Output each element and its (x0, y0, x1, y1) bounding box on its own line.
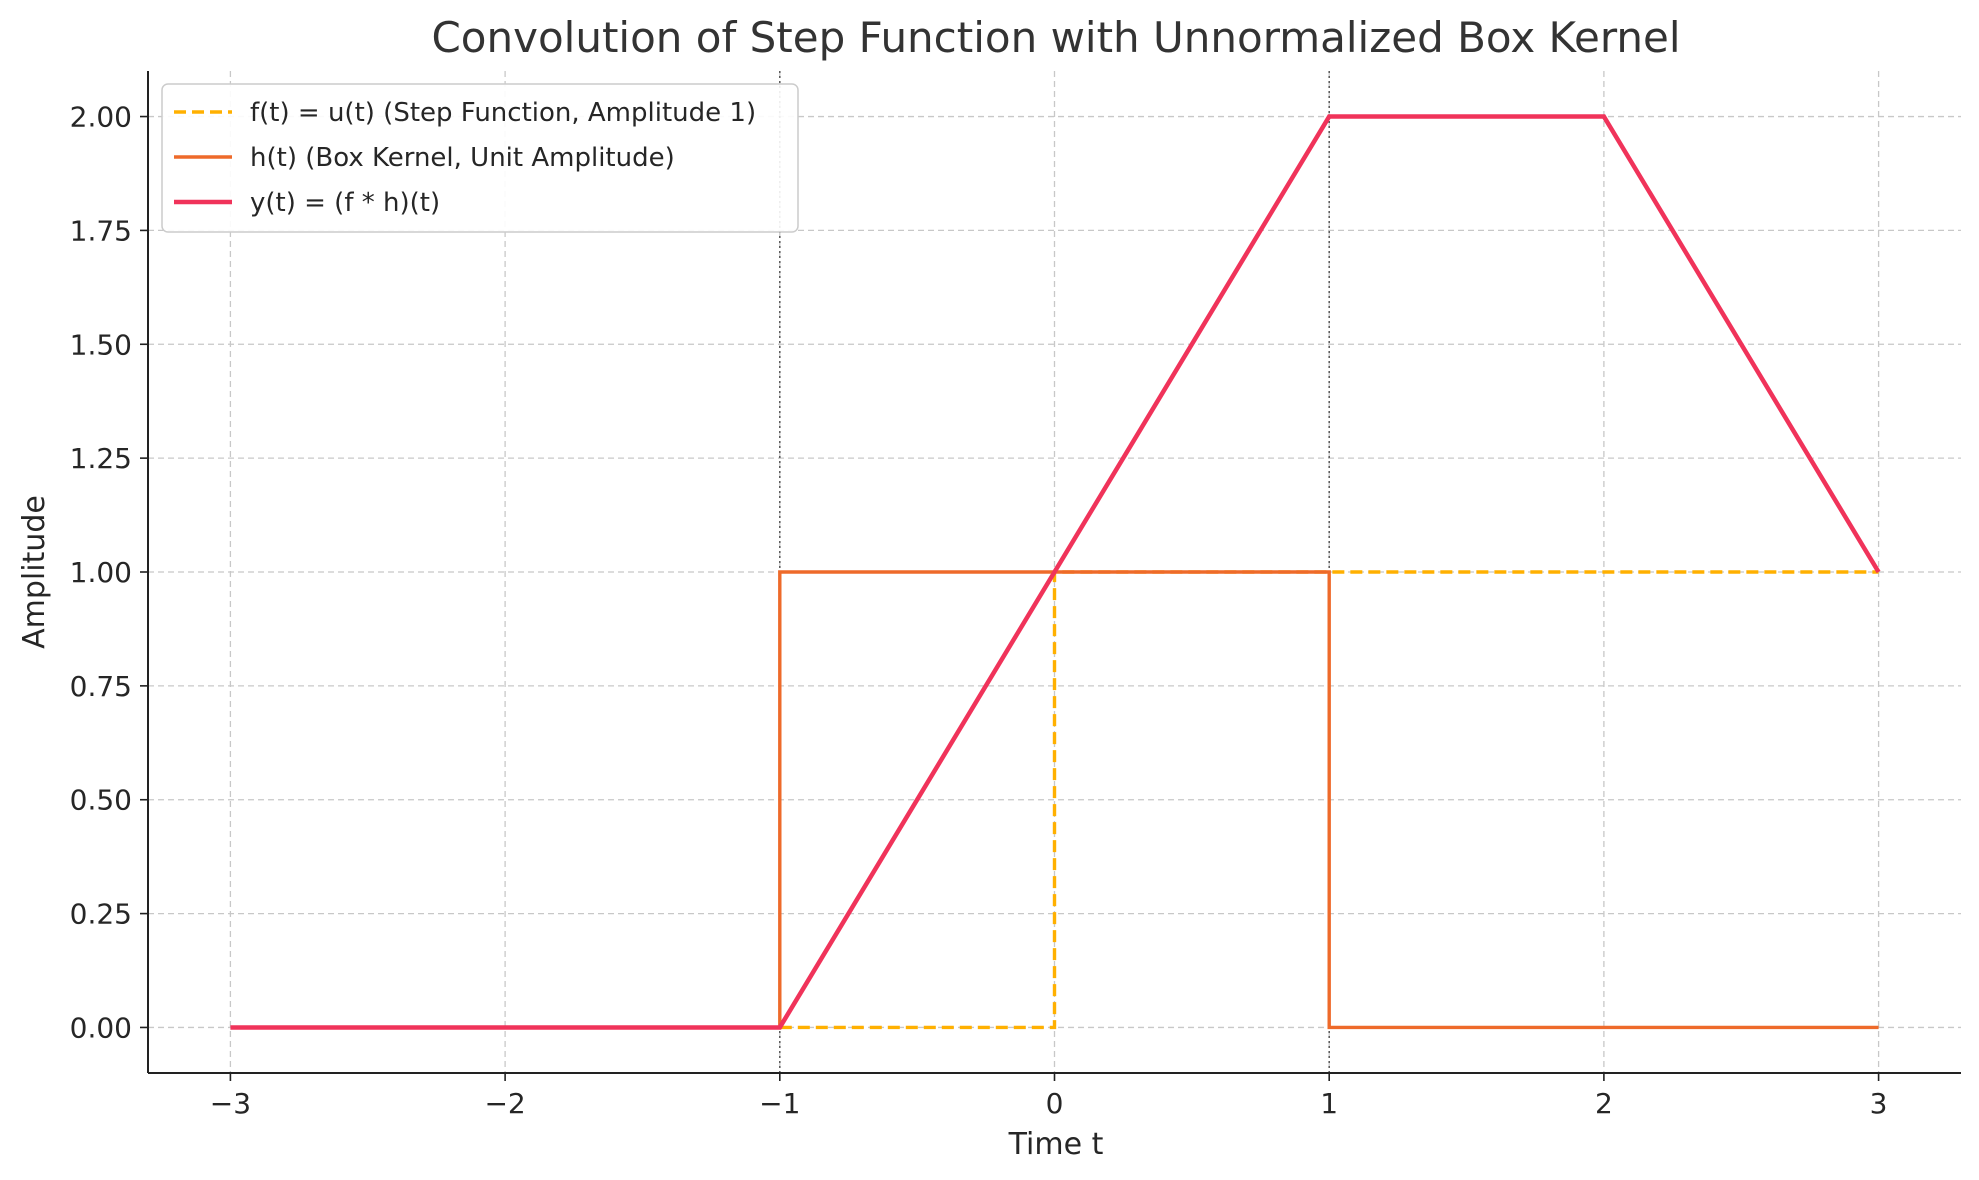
legend-label-2: y(t) = (f * h)(t) (250, 188, 440, 218)
x-tick-label-4: 1 (1320, 1087, 1338, 1120)
x-axis-title: Time t (1008, 1127, 1104, 1162)
tick-labels: −3 −2 −1 0 1 2 3 0.00 0.25 0.50 0.75 1.00 1.25 1.50 1.… (70, 101, 1888, 1120)
legend-label-1: h(t) (Box Kernel, Unit Amplitude) (250, 143, 675, 173)
y-tick-label-0: 0.00 (70, 1011, 132, 1044)
y-tick-label-3: 0.75 (70, 670, 132, 703)
x-tick-label-3: 0 (1046, 1087, 1064, 1120)
legend: f(t) = u(t) (Step Function, Amplitude 1)… (161, 83, 799, 233)
x-tick-label-5: 2 (1595, 1087, 1613, 1120)
y-tick-label-1: 0.25 (70, 898, 132, 931)
x-tick-label-6: 3 (1870, 1087, 1888, 1120)
x-tick-label-1: −2 (484, 1087, 525, 1120)
chart-title: Convolution of Step Function with Unnorm… (431, 13, 1680, 62)
y-tick-label-2: 0.50 (70, 784, 132, 817)
legend-box (161, 83, 799, 233)
x-tick-label-2: −1 (759, 1087, 800, 1120)
y-tick-label-6: 1.50 (70, 328, 132, 361)
y-axis-title: Amplitude (17, 495, 52, 649)
y-tick-label-5: 1.25 (70, 442, 132, 475)
y-tick-label-7: 1.75 (70, 214, 132, 247)
y-tick-label-4: 1.00 (70, 556, 132, 589)
series-line-1 (778, 570, 1879, 1030)
x-tick-label-0: −3 (210, 1087, 251, 1120)
y-tick-label-8: 2.00 (70, 101, 132, 134)
series-line-2 (230, 114, 1881, 1030)
series-line-0 (779, 570, 1879, 1030)
series-group (230, 114, 1881, 1030)
legend-label-0: f(t) = u(t) (Step Function, Amplitude 1) (250, 98, 756, 128)
